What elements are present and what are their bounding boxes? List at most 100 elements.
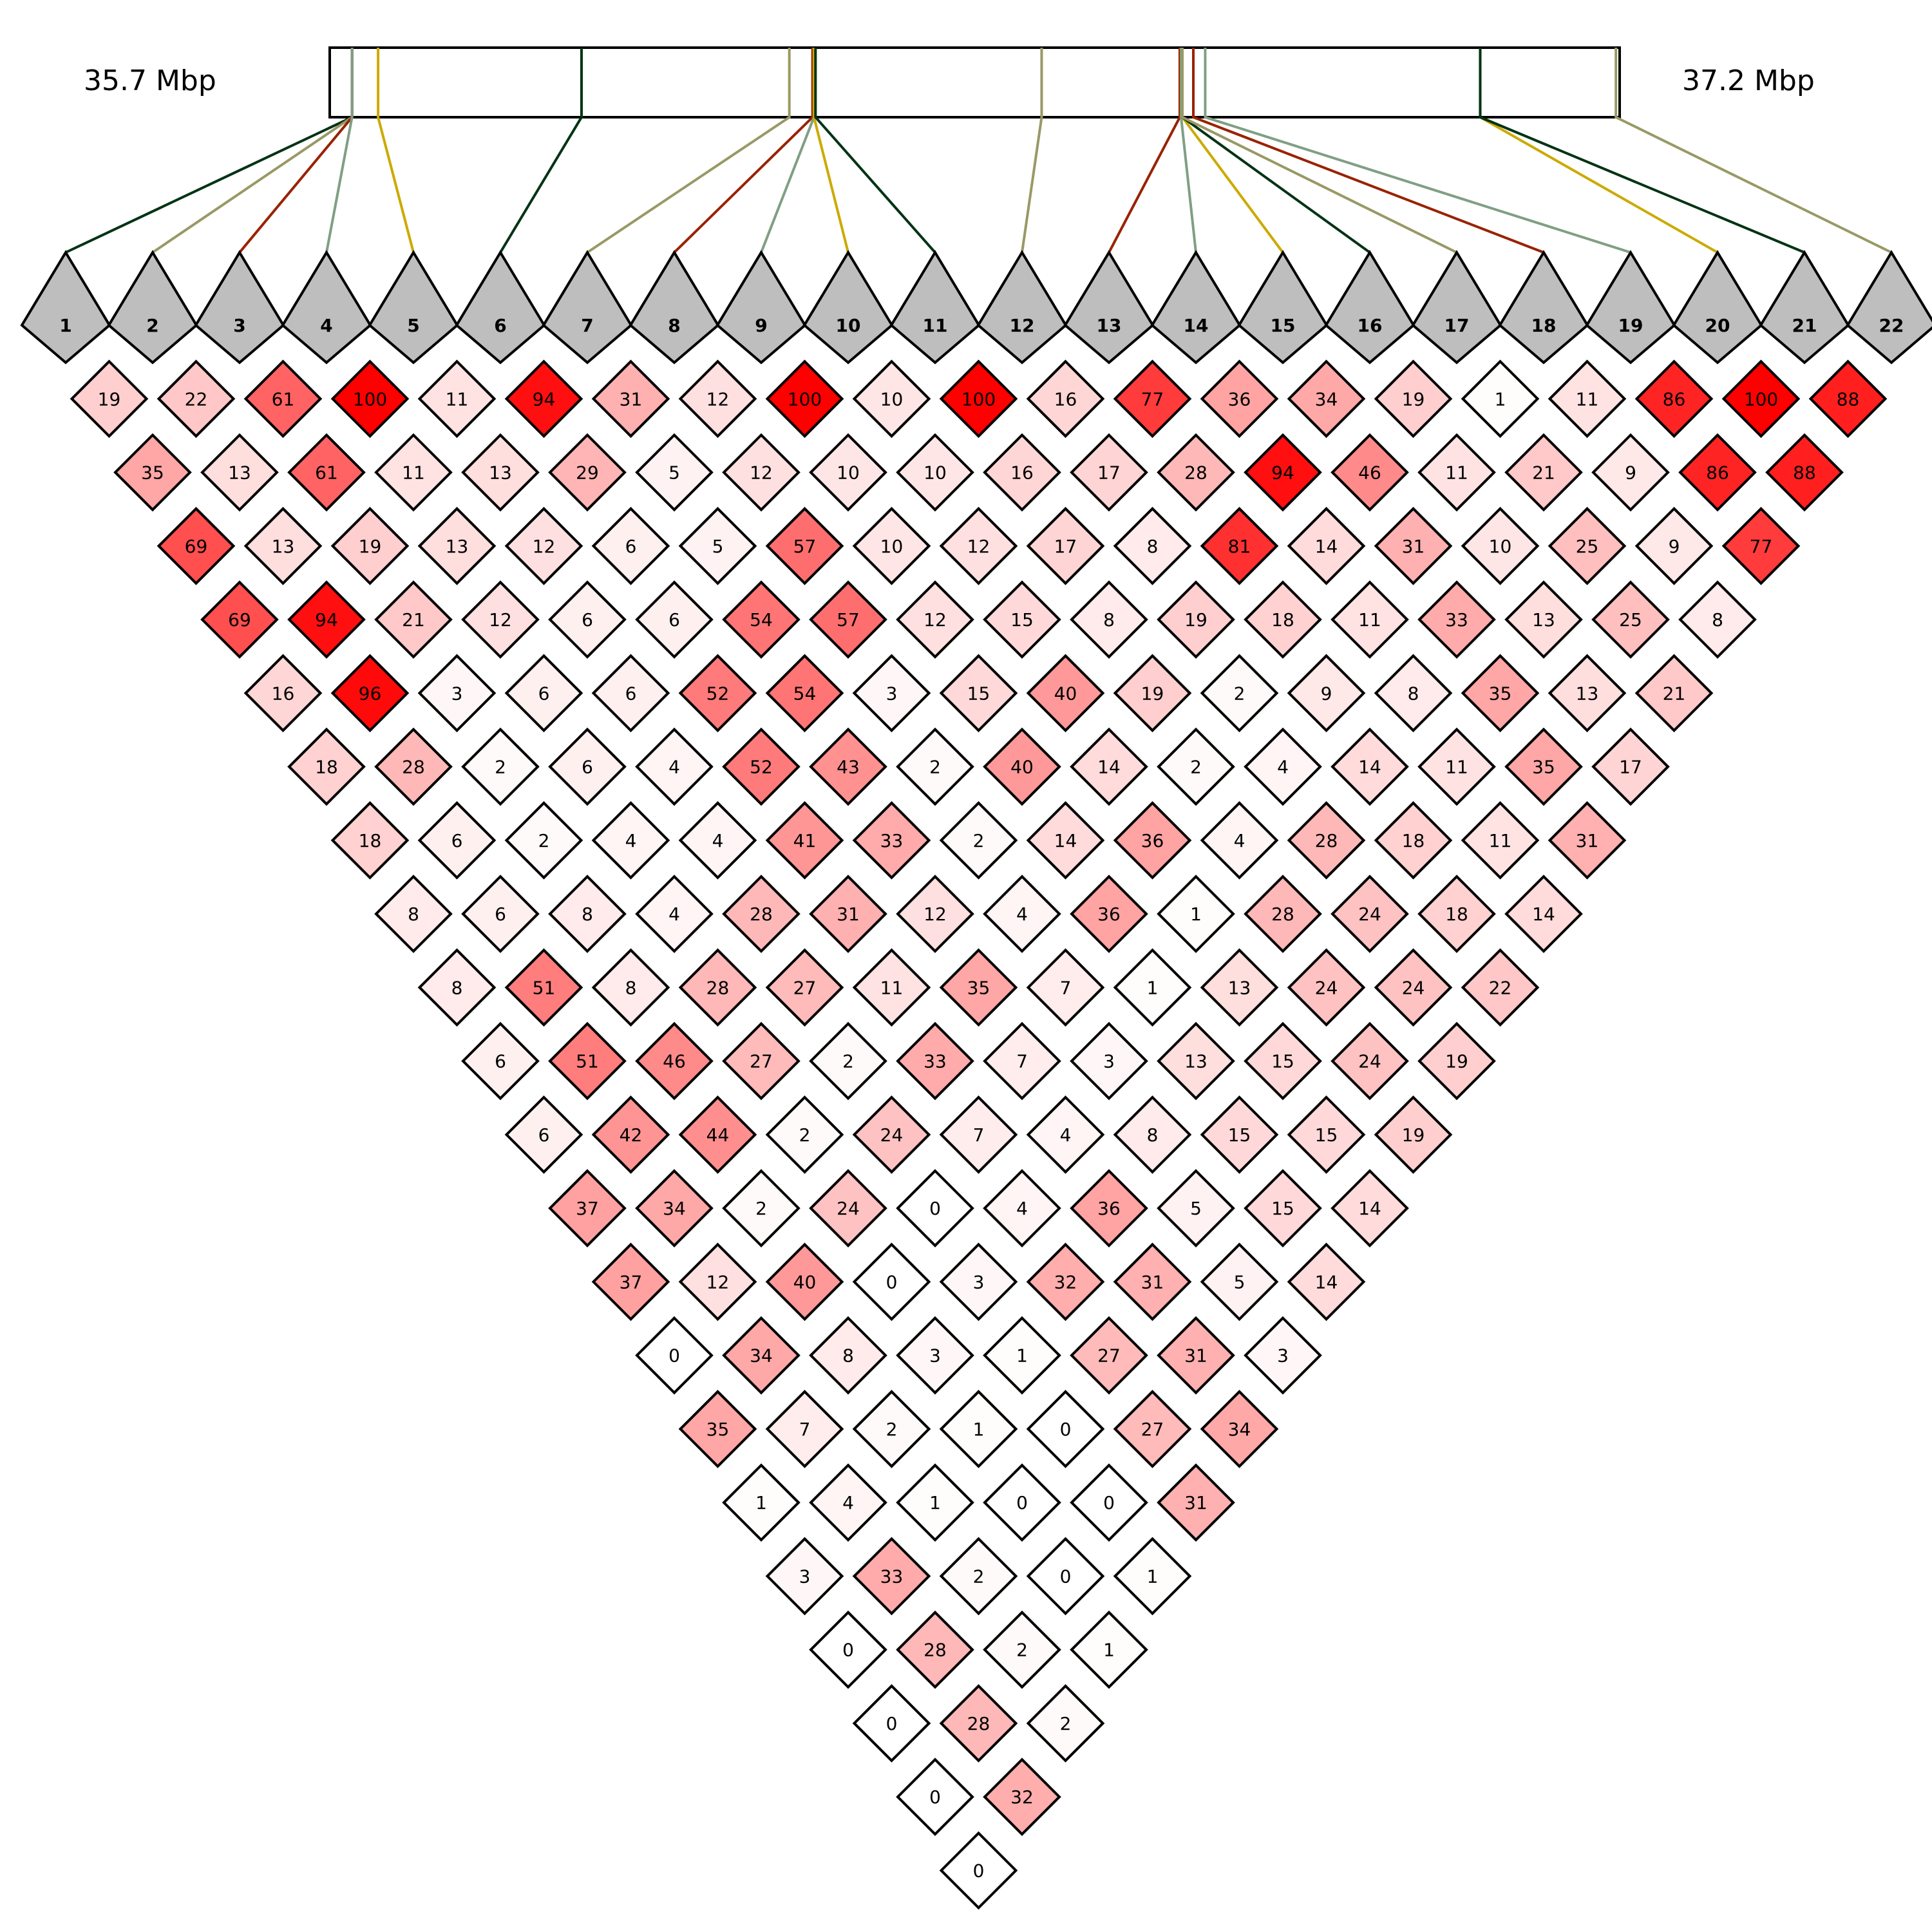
svg-text:14: 14 xyxy=(1184,315,1209,336)
svg-text:35: 35 xyxy=(1532,757,1555,778)
region-end-label: 37.2 Mbp xyxy=(1682,64,1815,97)
marker-17: 17 xyxy=(1411,250,1502,365)
ld-cell-9-14: 15 xyxy=(939,654,1018,733)
svg-text:0: 0 xyxy=(886,1271,898,1293)
svg-text:13: 13 xyxy=(228,462,251,484)
ld-cell-12-20: 24 xyxy=(1331,875,1409,953)
svg-text:2: 2 xyxy=(886,1419,898,1440)
ld-cell-9-16: 14 xyxy=(1026,800,1105,880)
svg-text:17: 17 xyxy=(1444,315,1470,336)
ld-cell-14-16: 94 xyxy=(1244,433,1322,512)
ld-cell-1-7: 18 xyxy=(287,727,366,806)
ld-cell-5-13: 28 xyxy=(722,875,800,953)
ld-cell-20-22: 88 xyxy=(1765,433,1844,512)
ld-cell-7-10: 5 xyxy=(678,506,757,585)
ld-cell-2-6: 94 xyxy=(287,580,366,659)
svg-text:43: 43 xyxy=(837,757,860,778)
svg-text:25: 25 xyxy=(1619,609,1642,630)
ld-cell-3-5: 61 xyxy=(287,433,366,512)
ld-cell-15-22: 31 xyxy=(1548,800,1627,880)
svg-text:6: 6 xyxy=(668,609,680,630)
ld-cell-3-4: 61 xyxy=(243,359,323,439)
svg-text:52: 52 xyxy=(750,757,773,778)
svg-text:11: 11 xyxy=(1489,830,1512,851)
ld-cell-9-18: 1 xyxy=(1113,948,1192,1027)
svg-text:57: 57 xyxy=(793,536,817,557)
ld-cell-4-5: 100 xyxy=(330,359,410,439)
ld-cell-2-11: 51 xyxy=(504,948,583,1027)
svg-text:15: 15 xyxy=(1271,1051,1294,1072)
svg-text:11: 11 xyxy=(446,388,469,410)
ld-cell-10-17: 36 xyxy=(1113,800,1192,880)
svg-text:18: 18 xyxy=(315,757,338,778)
ld-cell-12-19: 28 xyxy=(1287,800,1366,880)
svg-text:8: 8 xyxy=(408,904,419,925)
svg-text:18: 18 xyxy=(1531,315,1557,336)
svg-text:46: 46 xyxy=(1358,462,1381,484)
marker-20: 20 xyxy=(1672,250,1763,365)
marker-12: 12 xyxy=(976,250,1068,365)
svg-text:27: 27 xyxy=(1141,1419,1164,1440)
ld-cell-5-6: 11 xyxy=(417,359,497,439)
svg-text:2: 2 xyxy=(1016,1640,1028,1661)
ld-cell-7-21: 31 xyxy=(1157,1316,1235,1395)
svg-text:21: 21 xyxy=(1792,315,1817,336)
ld-cell-7-19: 36 xyxy=(1070,1169,1148,1247)
svg-text:1: 1 xyxy=(1016,1345,1028,1367)
connector-marker-6 xyxy=(499,48,583,254)
marker-7: 7 xyxy=(542,250,633,365)
ld-cell-10-18: 1 xyxy=(1157,875,1235,953)
ld-cell-5-14: 27 xyxy=(765,948,844,1027)
svg-text:9: 9 xyxy=(1625,462,1636,484)
ld-cell-5-8: 12 xyxy=(504,506,583,585)
ld-cell-3-18: 2 xyxy=(852,1390,931,1468)
svg-text:28: 28 xyxy=(706,977,730,998)
svg-text:0: 0 xyxy=(1016,1492,1028,1513)
marker-21: 21 xyxy=(1759,250,1850,365)
ld-cell-4-8: 12 xyxy=(461,580,540,659)
connector-marker-10 xyxy=(812,48,849,253)
svg-text:4: 4 xyxy=(1060,1124,1072,1146)
svg-text:5: 5 xyxy=(407,315,419,336)
svg-text:6: 6 xyxy=(582,609,593,630)
svg-text:1: 1 xyxy=(1103,1640,1115,1661)
svg-text:6: 6 xyxy=(538,683,550,704)
ld-cell-21-22: 88 xyxy=(1808,359,1888,439)
svg-text:2: 2 xyxy=(799,1124,811,1146)
ld-cell-9-21: 15 xyxy=(1244,1169,1322,1247)
svg-text:2: 2 xyxy=(146,315,158,336)
ld-cell-1-19: 0 xyxy=(809,1610,887,1689)
svg-text:94: 94 xyxy=(315,609,338,630)
ld-cell-15-21: 35 xyxy=(1504,727,1583,806)
svg-text:3: 3 xyxy=(973,1271,985,1293)
ld-cell-17-22: 21 xyxy=(1634,654,1714,733)
svg-text:10: 10 xyxy=(1489,536,1512,557)
ld-cell-8-14: 2 xyxy=(896,727,974,806)
ld-cell-5-19: 1 xyxy=(983,1316,1061,1395)
region-start-label: 35.7 Mbp xyxy=(84,64,216,97)
ld-cell-8-19: 8 xyxy=(1113,1095,1192,1174)
ld-cell-7-9: 5 xyxy=(635,433,714,512)
svg-text:28: 28 xyxy=(967,1713,990,1734)
svg-text:2: 2 xyxy=(1234,683,1245,704)
ld-cell-16-19: 10 xyxy=(1461,506,1540,585)
ld-cell-8-18: 3 xyxy=(1070,1021,1148,1101)
ld-cell-8-15: 2 xyxy=(939,800,1018,880)
ld-cell-10-20: 15 xyxy=(1244,1021,1322,1101)
svg-text:94: 94 xyxy=(1271,462,1294,484)
ld-cell-12-17: 2 xyxy=(1200,654,1279,733)
svg-text:77: 77 xyxy=(1141,388,1164,410)
ld-cell-14-21: 11 xyxy=(1461,800,1540,880)
ld-cell-3-9: 2 xyxy=(461,727,540,806)
ld-cell-5-20: 0 xyxy=(1026,1390,1105,1468)
ld-cell-11-20: 24 xyxy=(1287,948,1366,1027)
svg-text:7: 7 xyxy=(973,1124,985,1146)
ld-cell-8-20: 5 xyxy=(1157,1169,1235,1247)
ld-cell-6-20: 27 xyxy=(1070,1316,1148,1395)
ld-cell-4-10: 6 xyxy=(548,727,627,806)
connector-marker-18 xyxy=(1192,48,1544,254)
ld-cell-6-8: 29 xyxy=(548,433,627,512)
svg-text:7: 7 xyxy=(1060,977,1072,998)
svg-text:12: 12 xyxy=(923,609,947,630)
ld-cell-9-12: 10 xyxy=(852,506,931,585)
